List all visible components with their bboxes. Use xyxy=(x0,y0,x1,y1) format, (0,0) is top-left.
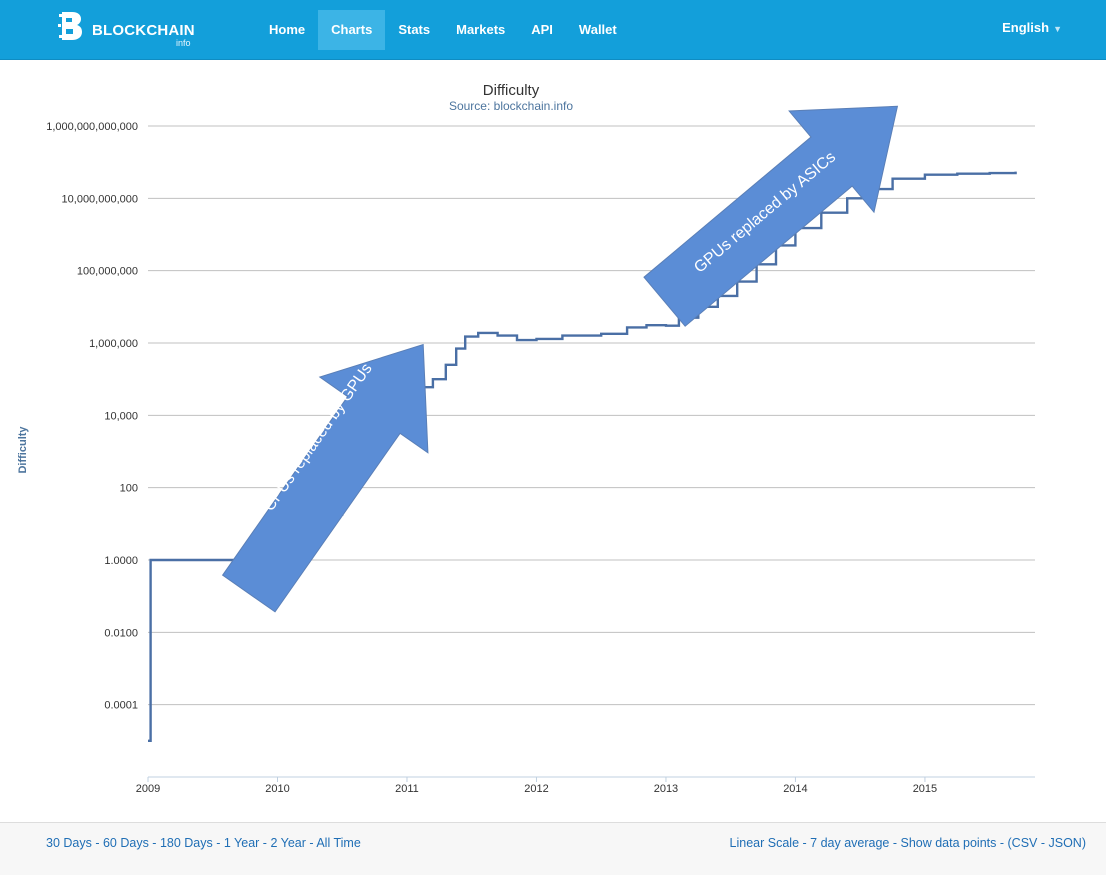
linear-scale-link[interactable]: Linear Scale xyxy=(729,836,800,850)
range-1-year[interactable]: 1 Year xyxy=(223,836,260,850)
time-range-links: 30 Days - 60 Days - 180 Days - 1 Year - … xyxy=(46,836,361,850)
nav-wallet[interactable]: Wallet xyxy=(578,22,617,37)
range-60-days[interactable]: 60 Days xyxy=(102,836,149,850)
grid-lines xyxy=(148,125,1035,778)
show-data-points-link[interactable]: Show data points xyxy=(900,836,997,850)
range-180-days[interactable]: 180 Days xyxy=(159,836,213,850)
y-tick-label: 10,000,000,000 xyxy=(62,193,138,205)
y-tick-labels: 0.0001 0.0100 1.0000 100 10,000 1,000,000 100,… xyxy=(46,121,138,712)
range-2-year[interactable]: 2 Year xyxy=(270,836,306,850)
logo-text: BLOCKCHAIN xyxy=(92,22,195,39)
x-tick-labels: 2009 2010 2011 2012 2013 2014 2015 xyxy=(136,777,937,795)
y-tick-label: 1,000,000,000,000 xyxy=(46,121,138,133)
nav-markets[interactable]: Markets xyxy=(456,22,506,37)
main-nav: Home Charts Stats Markets API Wallet xyxy=(256,10,630,50)
logo-subtext: info xyxy=(176,38,191,48)
csv-link[interactable]: CSV xyxy=(1011,836,1038,850)
y-tick-label: 1.0000 xyxy=(104,555,138,567)
y-tick-label: 0.0001 xyxy=(104,700,138,712)
nav-charts[interactable]: Charts xyxy=(318,10,386,50)
blockchain-logo[interactable]: BLOCKCHAIN info xyxy=(56,10,206,50)
nav-stats[interactable]: Stats xyxy=(398,22,431,37)
nav-home[interactable]: Home xyxy=(269,22,306,37)
y-axis-label: Difficulty xyxy=(17,426,29,474)
chart-title: Difficulty xyxy=(483,82,540,99)
chart-option-links: Linear Scale - 7 day average - Show data… xyxy=(729,836,1086,850)
x-tick-label: 2014 xyxy=(783,783,807,795)
range-30-days[interactable]: 30 Days xyxy=(46,836,92,850)
seven-day-average-link[interactable]: 7 day average xyxy=(810,836,890,850)
difficulty-chart: Difficulty Source: blockchain.info Diffi… xyxy=(0,61,1106,821)
y-tick-label: 100,000,000 xyxy=(77,266,138,278)
nav-api[interactable]: API xyxy=(531,22,553,37)
x-tick-label: 2013 xyxy=(654,783,678,795)
chart-subtitle: Source: blockchain.info xyxy=(449,99,573,113)
x-tick-label: 2010 xyxy=(265,783,289,795)
top-navbar: BLOCKCHAIN info Home Charts Stats Market… xyxy=(0,0,1106,60)
range-all-time[interactable]: All Time xyxy=(316,836,361,850)
language-selector[interactable]: English ▼ xyxy=(1002,20,1062,35)
x-tick-label: 2015 xyxy=(913,783,937,795)
x-tick-label: 2012 xyxy=(524,783,548,795)
annotation-arrow-asics: GPUs replaced by ASICs xyxy=(643,105,899,327)
difficulty-series-line xyxy=(148,171,1017,742)
y-tick-label: 0.0100 xyxy=(104,627,138,639)
y-tick-label: 1,000,000 xyxy=(89,338,138,350)
chart-svg: Difficulty Source: blockchain.info Diffi… xyxy=(17,82,1035,795)
chart-options-footer: 30 Days - 60 Days - 180 Days - 1 Year - … xyxy=(0,822,1106,875)
blockchain-logo-icon xyxy=(58,12,82,40)
x-tick-label: 2009 xyxy=(136,783,160,795)
annotation-arrow-gpus: CPUs replaced by GPUs xyxy=(221,343,429,613)
x-tick-label: 2011 xyxy=(395,783,419,795)
y-tick-label: 100 xyxy=(120,483,138,495)
chevron-down-icon: ▼ xyxy=(1053,24,1062,34)
language-label: English xyxy=(1002,20,1050,35)
y-tick-label: 10,000 xyxy=(104,410,138,422)
json-link[interactable]: JSON xyxy=(1048,836,1082,850)
